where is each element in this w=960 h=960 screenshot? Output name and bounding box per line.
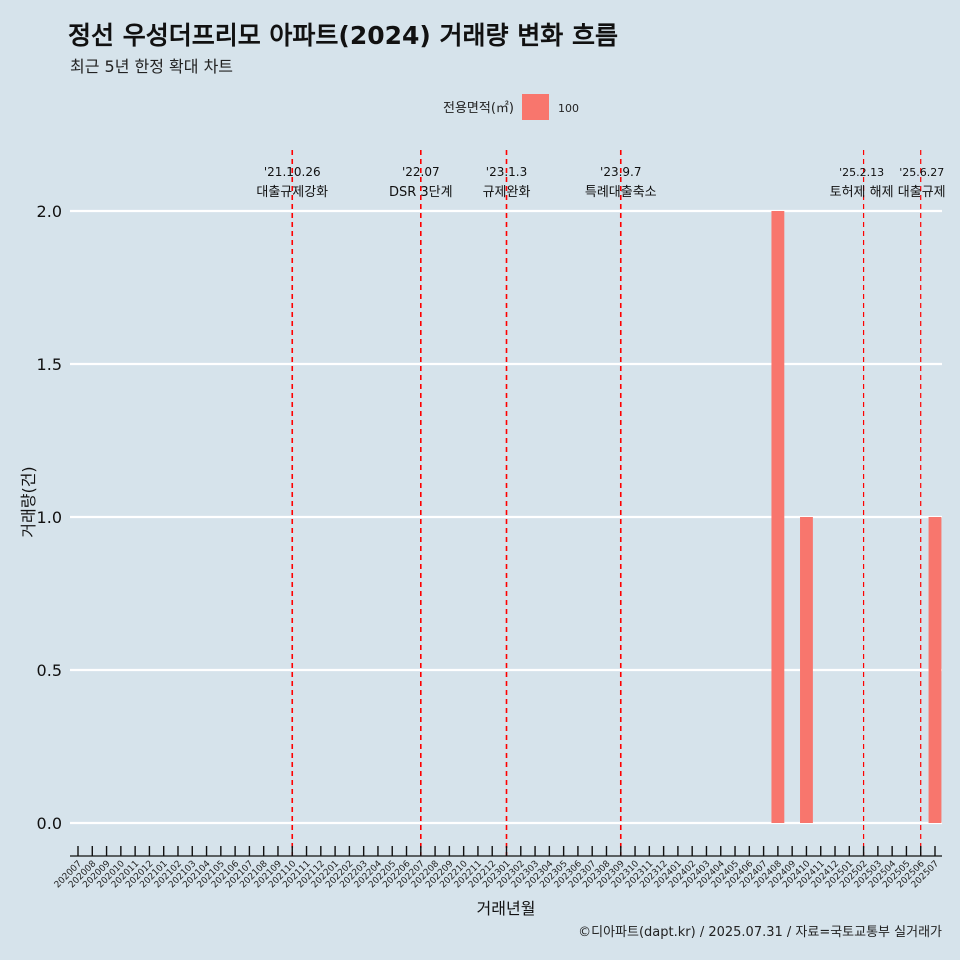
event-label: 규제완화 — [483, 185, 531, 200]
event-labels: '21.10.26 대출규제강화 '22.07 DSR 3단계 '23.1.3 규제완화 '… — [256, 165, 945, 200]
chart-subtitle: 최근 5년 한정 확대 차트 — [70, 57, 234, 76]
event-label: 특례대출축소 — [585, 185, 657, 200]
event-date: '23.9.7 — [600, 165, 641, 179]
event-lines — [291, 150, 922, 856]
x-ticks — [77, 846, 936, 856]
bar — [771, 211, 785, 823]
y-gridlines — [70, 209, 942, 825]
event-date: '25.2.13 — [839, 166, 884, 179]
legend-title: 전용면적(㎡) — [443, 101, 514, 116]
chart-title: 정선 우성더프리모 아파트(2024) 거래량 변화 흐름 — [68, 21, 618, 50]
legend-key — [522, 94, 549, 120]
bar — [928, 517, 942, 823]
y-tick-labels: 0.0 0.5 1.0 1.5 2.0 — [37, 202, 62, 833]
y-axis-title: 거래량(건) — [19, 466, 38, 537]
event-label: 토허제 해제 — [830, 185, 894, 200]
y-tick-label: 2.0 — [37, 202, 62, 221]
event-date: '21.10.26 — [264, 165, 321, 179]
x-axis-title: 거래년월 — [477, 899, 536, 918]
y-tick-label: 1.0 — [37, 508, 62, 527]
bars — [771, 211, 942, 823]
legend: 전용면적(㎡) 100 — [443, 94, 579, 120]
event-date: '22.07 — [402, 165, 440, 179]
bar — [800, 517, 813, 823]
y-tick-label: 0.5 — [37, 661, 62, 680]
event-date: '23.1.3 — [486, 165, 527, 179]
event-label: 대출규제강화 — [256, 185, 328, 200]
y-tick-label: 0.0 — [37, 814, 62, 833]
x-tick-labels: 2020072020082020092020102020112020122021… — [53, 859, 941, 891]
event-label: DSR 3단계 — [389, 185, 453, 200]
event-date: '25.6.27 — [899, 166, 944, 179]
y-tick-label: 1.5 — [37, 355, 62, 374]
legend-label: 100 — [558, 102, 579, 115]
caption: ©디아파트(dapt.kr) / 2025.07.31 / 자료=국토교통부 실… — [578, 925, 942, 940]
event-label: 대출규제 — [898, 185, 946, 200]
